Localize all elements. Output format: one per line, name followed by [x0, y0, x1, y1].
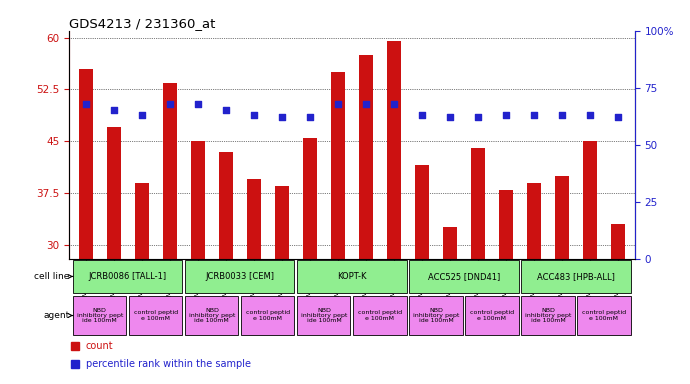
Bar [522, 296, 575, 335]
Text: JCRB0086 [TALL-1]: JCRB0086 [TALL-1] [89, 272, 167, 281]
Bar [297, 260, 406, 293]
Bar [522, 260, 631, 293]
Bar [353, 296, 406, 335]
Point [529, 112, 540, 118]
Point [137, 112, 148, 118]
Bar [241, 296, 295, 335]
Point [108, 108, 119, 114]
Point [248, 112, 259, 118]
Point [584, 112, 595, 118]
Point [277, 114, 288, 120]
Point [333, 101, 344, 107]
Text: NBD
inhibitory pept
ide 100mM: NBD inhibitory pept ide 100mM [77, 308, 123, 323]
Bar [73, 260, 182, 293]
Bar [185, 260, 295, 293]
Bar [163, 83, 177, 258]
Bar [409, 296, 462, 335]
Point [80, 101, 91, 107]
Text: percentile rank within the sample: percentile rank within the sample [86, 359, 251, 369]
Bar [129, 296, 182, 335]
Point [193, 101, 204, 107]
Bar [79, 69, 93, 258]
Bar [73, 296, 126, 335]
Bar [275, 186, 289, 258]
Point [388, 101, 400, 107]
Bar [465, 296, 519, 335]
Text: control peptid
e 100mM: control peptid e 100mM [246, 310, 290, 321]
Bar [191, 141, 205, 258]
Bar [499, 190, 513, 258]
Point [556, 112, 567, 118]
Bar [135, 183, 149, 258]
Bar [359, 55, 373, 258]
Text: NBD
inhibitory pept
ide 100mM: NBD inhibitory pept ide 100mM [188, 308, 235, 323]
Text: KOPT-K: KOPT-K [337, 272, 366, 281]
Bar [578, 296, 631, 335]
Bar [611, 224, 625, 258]
Bar [219, 152, 233, 258]
Bar [185, 296, 239, 335]
Text: control peptid
e 100mM: control peptid e 100mM [358, 310, 402, 321]
Text: NBD
inhibitory pept
ide 100mM: NBD inhibitory pept ide 100mM [301, 308, 347, 323]
Point [220, 108, 231, 114]
Bar [527, 183, 541, 258]
Bar [443, 227, 457, 258]
Point [164, 101, 175, 107]
Point [416, 112, 427, 118]
Bar [387, 41, 401, 258]
Text: GDS4213 / 231360_at: GDS4213 / 231360_at [69, 17, 215, 30]
Bar [471, 148, 485, 258]
Text: ACC483 [HPB-ALL]: ACC483 [HPB-ALL] [537, 272, 615, 281]
Point [444, 114, 455, 120]
Bar [331, 72, 345, 258]
Text: agent: agent [43, 311, 72, 320]
Bar [409, 260, 519, 293]
Bar [583, 141, 597, 258]
Point [360, 101, 371, 107]
Point [500, 112, 511, 118]
Text: count: count [86, 341, 114, 351]
Text: control peptid
e 100mM: control peptid e 100mM [582, 310, 626, 321]
Bar [107, 127, 121, 258]
Bar [297, 296, 351, 335]
Text: NBD
inhibitory pept
ide 100mM: NBD inhibitory pept ide 100mM [413, 308, 459, 323]
Point [613, 114, 624, 120]
Text: control peptid
e 100mM: control peptid e 100mM [470, 310, 514, 321]
Bar [247, 179, 261, 258]
Text: cell line: cell line [34, 272, 72, 281]
Point [473, 114, 484, 120]
Point [304, 114, 315, 120]
Text: ACC525 [DND41]: ACC525 [DND41] [428, 272, 500, 281]
Bar [415, 166, 429, 258]
Text: control peptid
e 100mM: control peptid e 100mM [134, 310, 178, 321]
Text: JCRB0033 [CEM]: JCRB0033 [CEM] [206, 272, 275, 281]
Bar [303, 138, 317, 258]
Text: NBD
inhibitory pept
ide 100mM: NBD inhibitory pept ide 100mM [525, 308, 571, 323]
Bar [555, 176, 569, 258]
